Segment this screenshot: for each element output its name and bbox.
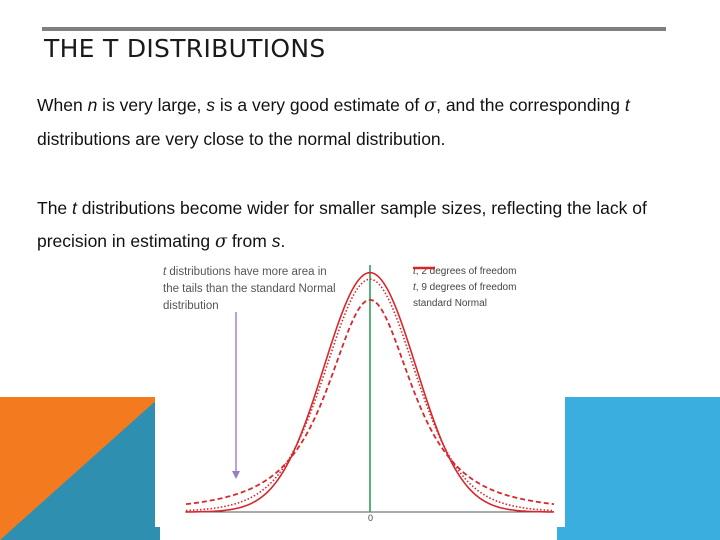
sigma-symbol: σ [424, 96, 437, 116]
text: The [37, 198, 73, 218]
annotation-text: distributions have more area in the tail… [163, 266, 336, 312]
tails-annotation: t distributions have more area in the ta… [163, 264, 338, 315]
distribution-plot [185, 265, 555, 513]
var-s: s [206, 95, 215, 115]
sigma-symbol: σ [215, 232, 227, 252]
text: . [280, 231, 286, 251]
var-t: t [413, 281, 416, 293]
x-tick-zero: 0 [368, 513, 374, 523]
legend-item-t9: t, 9 degrees of freedom [413, 267, 563, 295]
title-rule [42, 27, 666, 31]
var-t: t [413, 265, 416, 277]
legend-label: , 9 degrees of freedom [415, 281, 517, 293]
text: is a very good estimate of [215, 95, 425, 115]
legend-label: , 2 degrees of freedom [415, 265, 517, 277]
var-s: s [271, 231, 281, 251]
paragraph-large-n: When n is very large, s is a very good e… [37, 89, 707, 156]
var-t: t [72, 198, 77, 218]
var-t: t [624, 95, 630, 115]
text: distributions are very close to the norm… [37, 129, 446, 149]
text: When [37, 95, 88, 115]
text: distributions become wider for smaller s… [37, 198, 647, 251]
annotation-arrow-head [232, 471, 240, 479]
var-t: t [163, 266, 167, 278]
legend-label: standard Normal [413, 297, 487, 309]
text: from [226, 231, 272, 251]
slide-title: THE T DISTRIBUTIONS [44, 34, 326, 63]
var-n: n [87, 95, 98, 115]
corner-decoration-blue [557, 397, 720, 540]
text: , and the corresponding [436, 95, 625, 115]
legend-item-normal: standard Normal [413, 266, 563, 311]
t-distribution-figure: t distributions have more area in the ta… [155, 255, 565, 527]
text: is very large, [97, 95, 207, 115]
solid-line-icon [413, 266, 435, 270]
paragraph-wider: The t distributions become wider for sma… [37, 192, 707, 259]
t9-curve [185, 278, 555, 512]
t2-curve [185, 298, 555, 505]
standard-normal-curve [186, 271, 554, 513]
legend-item-t2: t, 2 degrees of freedom [413, 263, 563, 279]
legend: t, 2 degrees of freedom t, 9 degrees of … [413, 263, 563, 311]
